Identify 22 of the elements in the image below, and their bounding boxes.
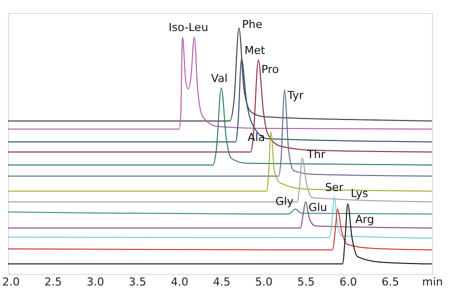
annotation: Gly bbox=[275, 195, 294, 208]
annotation: Met bbox=[244, 44, 266, 57]
annotation: Val bbox=[211, 72, 228, 86]
annotation: Arg bbox=[355, 212, 374, 226]
x-tick-label: 4.5 bbox=[213, 276, 231, 288]
annotation: Thr bbox=[306, 148, 326, 161]
x-tick-label: 5.5 bbox=[297, 276, 315, 288]
x-tick-label: 3.5 bbox=[128, 276, 146, 288]
annotation: Tyr bbox=[286, 88, 304, 102]
annotation: Glu bbox=[308, 200, 328, 214]
x-tick-label: 3.0 bbox=[86, 276, 104, 288]
x-tick-label: 6.0 bbox=[339, 276, 357, 288]
x-tick-label: 4.0 bbox=[170, 276, 188, 288]
annotation: Pro bbox=[261, 62, 280, 76]
annotation: Iso-Leu bbox=[168, 21, 208, 34]
x-tick-label: 2.0 bbox=[2, 276, 20, 288]
annotation: Phe bbox=[242, 18, 263, 32]
x-tick-label: 5.0 bbox=[255, 276, 273, 288]
x-tick-label: 6.5 bbox=[382, 276, 400, 288]
x-tick-label: 2.5 bbox=[44, 276, 62, 288]
x-tick-label: min bbox=[422, 276, 443, 288]
annotation: Lys bbox=[350, 186, 368, 200]
